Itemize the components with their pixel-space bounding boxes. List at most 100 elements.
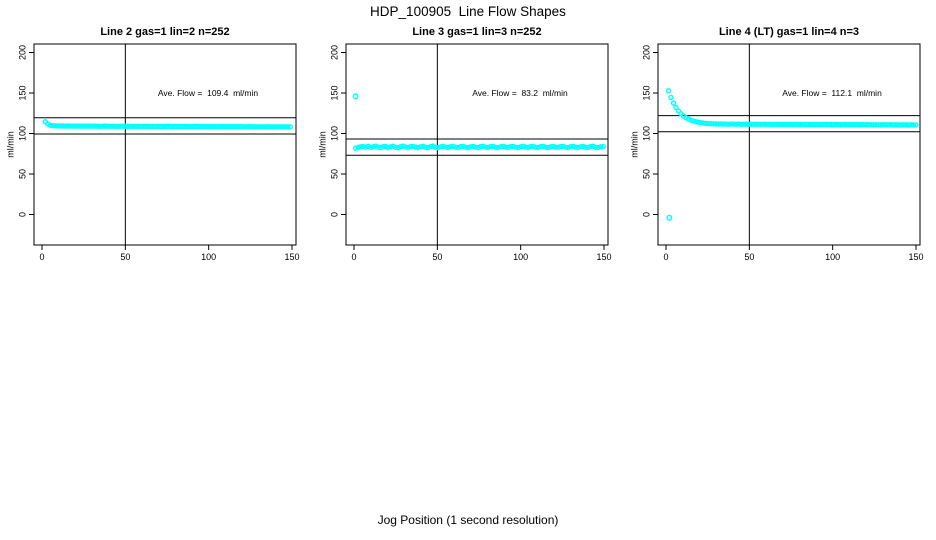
data-point: [788, 121, 794, 128]
data-point: [362, 144, 369, 150]
data-point: [135, 123, 141, 130]
data-point: [137, 123, 144, 130]
data-point: [758, 121, 764, 128]
data-point: [740, 121, 747, 127]
data-point: [850, 122, 857, 128]
data-point: [150, 123, 156, 130]
data-point: [410, 143, 416, 150]
data-point: [207, 123, 214, 130]
data-point: [177, 123, 184, 130]
data-point: [192, 123, 199, 130]
data-point: [282, 124, 289, 130]
data-point: [250, 123, 256, 130]
data-point: [125, 123, 131, 130]
data-point: [107, 123, 114, 129]
data-point: [562, 144, 569, 150]
data-point: [690, 118, 697, 124]
data-point: [425, 144, 431, 151]
x-axis-tick-label: 100: [201, 252, 216, 262]
ave-flow-annotation-line3: Ave. Flow = 83.2 ml/min: [472, 88, 568, 98]
data-point: [738, 121, 744, 127]
outlier-data-point: [666, 214, 673, 221]
data-point: [760, 121, 767, 127]
data-point: [92, 123, 99, 129]
data-point: [355, 144, 361, 150]
data-point: [875, 122, 882, 128]
data-point: [202, 123, 209, 130]
data-point: [112, 123, 119, 129]
data-point: [175, 123, 181, 130]
y-axis-tick-label: 50: [641, 169, 651, 179]
data-point: [90, 123, 96, 129]
data-point: [272, 124, 279, 130]
data-point: [500, 143, 506, 149]
data-point: [72, 123, 79, 129]
data-point: [825, 121, 832, 128]
data-point: [145, 123, 151, 130]
data-point: [375, 144, 381, 150]
data-point: [510, 143, 516, 150]
data-point: [905, 122, 912, 128]
data-point: [432, 144, 439, 150]
data-point: [415, 144, 421, 151]
data-point: [883, 121, 889, 128]
y-axis-tick-label: 50: [17, 169, 27, 179]
data-point: [818, 121, 824, 128]
data-point: [225, 123, 231, 130]
data-point: [100, 123, 106, 129]
data-point: [808, 121, 814, 128]
ave-flow-annotation-line2: Ave. Flow = 109.4 ml/min: [157, 88, 259, 98]
y-axis-title: ml/min: [629, 131, 639, 158]
data-point: [853, 121, 859, 128]
data-point: [435, 144, 441, 151]
data-point: [848, 121, 854, 128]
data-point: [155, 123, 161, 130]
panel-title-line4: Line 4 (LT) gas=1 lin=4 n=3: [718, 26, 860, 38]
y-axis-tick-label: 200: [329, 45, 339, 60]
data-point: [820, 121, 827, 128]
data-point: [170, 123, 176, 130]
data-point: [790, 121, 797, 128]
ave-flow-annotation-line4: Ave. Flow = 112.1 ml/min: [782, 88, 882, 98]
data-point: [372, 143, 379, 149]
data-point: [395, 144, 401, 151]
data-point: [367, 144, 374, 151]
data-point: [352, 145, 359, 151]
data-point: [828, 121, 834, 128]
data-point: [803, 121, 809, 128]
data-point: [95, 123, 101, 129]
data-point: [710, 121, 717, 127]
data-point: [843, 121, 849, 128]
x-axis-tick-label: 50: [120, 252, 130, 262]
data-point: [237, 123, 244, 130]
data-point: [160, 123, 166, 130]
y-axis-tick-label: 0: [17, 212, 27, 217]
data-point: [77, 123, 84, 129]
data-point: [452, 144, 459, 150]
data-point: [115, 123, 121, 130]
data-point: [530, 143, 536, 150]
data-point: [778, 121, 784, 128]
data-point: [82, 123, 89, 129]
data-point: [210, 123, 216, 130]
data-point: [805, 121, 812, 128]
data-point: [830, 121, 837, 128]
data-point: [402, 144, 409, 150]
data-point: [357, 144, 364, 150]
data-point: [455, 144, 461, 151]
data-point: [497, 144, 504, 150]
x-axis-tick-label: 50: [744, 252, 754, 262]
data-point: [205, 123, 211, 130]
data-point: [232, 123, 239, 130]
data-point: [728, 121, 734, 127]
data-point: [552, 144, 559, 150]
data-point: [397, 144, 404, 150]
x-axis-tick-label: 50: [432, 252, 442, 262]
data-point: [860, 121, 867, 128]
data-point: [865, 122, 872, 128]
data-point: [775, 121, 782, 128]
data-point: [750, 121, 757, 128]
data-point: [467, 144, 474, 150]
data-point: [575, 144, 581, 151]
